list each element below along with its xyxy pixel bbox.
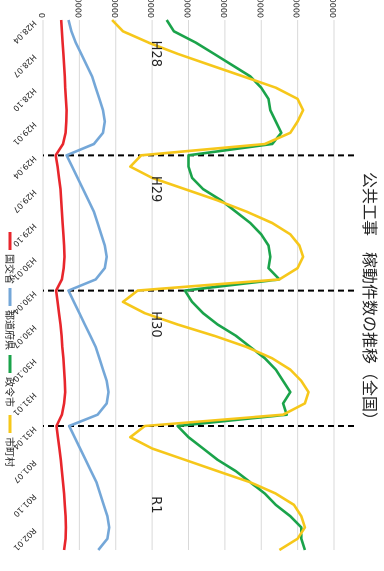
x-tick-label: H28.10 [11, 86, 38, 113]
y-tick-label: 0 [37, 13, 46, 18]
x-tick-label: H30.07 [11, 323, 38, 350]
x-tick-label: H29.01 [11, 120, 38, 147]
chart-title: 公共工事 稼動件数の推移（全国） [360, 172, 379, 428]
legend-label: 市町村 [3, 437, 16, 467]
series-line [165, 19, 307, 551]
x-tick-label: H31.04 [11, 425, 38, 452]
y-tick-label: 80000 [328, 0, 337, 18]
legend-label: 国交省 [3, 254, 16, 284]
era-label: H28 [148, 41, 163, 67]
series-line [54, 19, 68, 551]
x-tick-label: H30.10 [11, 357, 38, 384]
x-tick-label: H28.07 [11, 52, 38, 79]
y-tick-label: 60000 [255, 0, 264, 18]
era-label: H30 [148, 311, 163, 337]
y-tick-label: 30000 [146, 0, 155, 18]
era-label: R1 [148, 496, 163, 513]
series-line [65, 19, 111, 551]
y-axis-ticks: 0 10000 20000 30000 40000 50000 60000 70000 8000… [37, 0, 337, 18]
y-tick-label: 50000 [219, 0, 228, 18]
legend-label: 政令市 [3, 377, 16, 407]
era-dividers [43, 154, 354, 427]
y-tick-label: 70000 [292, 0, 301, 18]
x-tick-label: H30.01 [11, 255, 38, 282]
x-tick-label: H30.04 [11, 289, 38, 316]
x-tick-label: R02.01 [11, 526, 37, 552]
rotated-chart: 0 10000 20000 30000 40000 50000 60000 70000 8000… [3, 0, 379, 553]
legend-label: 都道府県 [3, 310, 16, 350]
series-lines [54, 19, 310, 552]
era-labels: H28 H29 H30 R1 [148, 41, 163, 514]
x-axis-ticks: H28.04 H28.07 H28.10 H29.01 H29.04 H29.07 H29.… [11, 19, 38, 553]
y-tick-label: 40000 [183, 0, 192, 18]
x-tick-label: R01.07 [11, 458, 37, 484]
x-tick-label: H31.01 [11, 391, 38, 418]
gridlines [42, 20, 335, 550]
x-tick-label: R01.10 [11, 492, 37, 518]
y-tick-label: 10000 [73, 0, 82, 18]
era-label: H29 [148, 176, 163, 202]
x-tick-label: H28.04 [11, 19, 38, 46]
series-line [111, 19, 310, 552]
x-tick-label: H29.04 [11, 154, 38, 181]
x-tick-label: H29.10 [11, 222, 38, 249]
x-tick-label: H29.07 [11, 188, 38, 215]
y-tick-label: 20000 [110, 0, 119, 18]
